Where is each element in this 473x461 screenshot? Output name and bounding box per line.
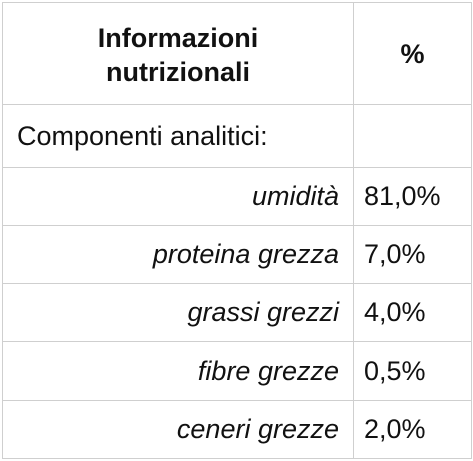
row-value: 0,5% [353, 341, 472, 401]
table-row: fibre grezze 0,5% [2, 341, 472, 401]
row-value: 81,0% [353, 166, 472, 226]
table-row: umidità 81,0% [2, 166, 472, 226]
header-line-2: nutrizionali [106, 56, 250, 87]
row-name: umidità [2, 166, 354, 226]
section-row: Componenti analitici: [2, 104, 472, 168]
section-label: Componenti analitici: [2, 104, 354, 168]
header-nutrition-info: Informazioni nutrizionali [2, 1, 354, 106]
section-empty-cell [353, 104, 472, 168]
header-percent: % [353, 1, 472, 106]
table-row: grassi grezzi 4,0% [2, 283, 472, 343]
table-header-row: Informazioni nutrizionali % [2, 1, 472, 106]
row-value: 2,0% [353, 399, 472, 460]
row-name: fibre grezze [2, 341, 354, 401]
row-name: grassi grezzi [2, 283, 354, 343]
table-row: ceneri grezze 2,0% [2, 399, 472, 460]
row-name: proteina grezza [2, 224, 354, 285]
row-name: ceneri grezze [2, 399, 354, 460]
row-value: 4,0% [353, 283, 472, 343]
header-line-1: Informazioni [97, 22, 259, 53]
row-value: 7,0% [353, 224, 472, 285]
table-row: proteina grezza 7,0% [2, 224, 472, 285]
